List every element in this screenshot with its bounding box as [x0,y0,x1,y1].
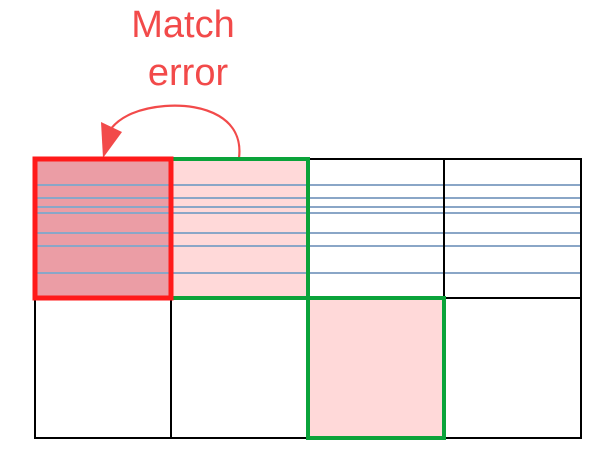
error-cell-fill [35,159,171,298]
matched-cell-fill-2 [308,298,444,438]
error-cell-border [32,156,174,301]
annotation-line-2: error [148,52,229,94]
matched-cell-fill [171,159,308,298]
annotation-line-1: Match [131,4,234,46]
arrow-head-icon [101,122,122,158]
matched-cell-border-2 [306,296,446,440]
arrow-curve [109,104,241,159]
